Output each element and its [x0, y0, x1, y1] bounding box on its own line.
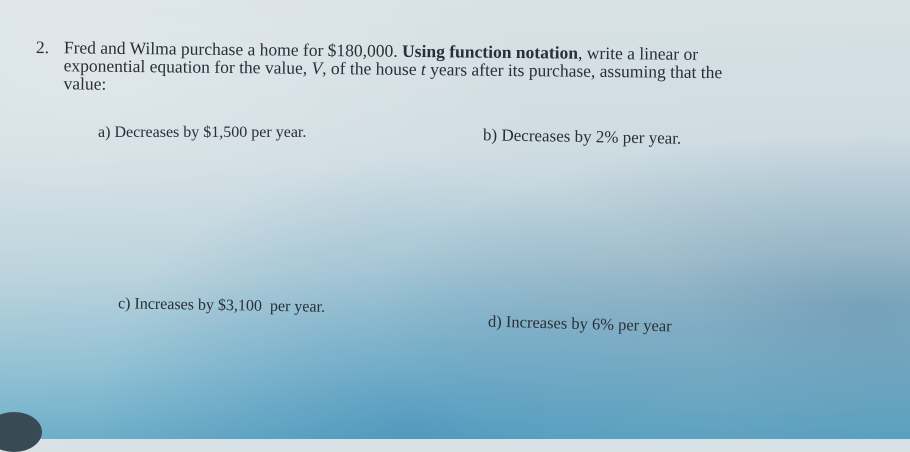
part-label: c) [117, 295, 131, 313]
part-text: Decreases by 2% per year. [501, 125, 682, 148]
part-text: Increases by 6% per year [505, 312, 672, 336]
variable-v: V [311, 57, 323, 78]
paper-shading [0, 0, 910, 439]
question-number: 2. [35, 37, 50, 58]
text: , of the house [322, 57, 422, 80]
part-label: d) [487, 311, 503, 331]
part-c: c) Increases by $3,100 per year. [118, 295, 325, 317]
question-text: Fred and Wilma purchase a home for $180,… [63, 37, 816, 100]
text: years after its purchase, assuming that … [425, 59, 723, 83]
question-2: 2. Fred and Wilma purchase a home for $1… [35, 37, 816, 100]
part-label: b) [482, 125, 498, 145]
part-label: a) [98, 124, 111, 141]
part-text: Decreases by $1,500 per year. [114, 124, 307, 141]
part-text: Increases by $3,100 per year. [134, 295, 326, 316]
part-a: a) Decreases by $1,500 per year. [98, 124, 306, 142]
part-b: b) Decreases by 2% per year. [483, 125, 682, 148]
text: value: [63, 73, 107, 94]
